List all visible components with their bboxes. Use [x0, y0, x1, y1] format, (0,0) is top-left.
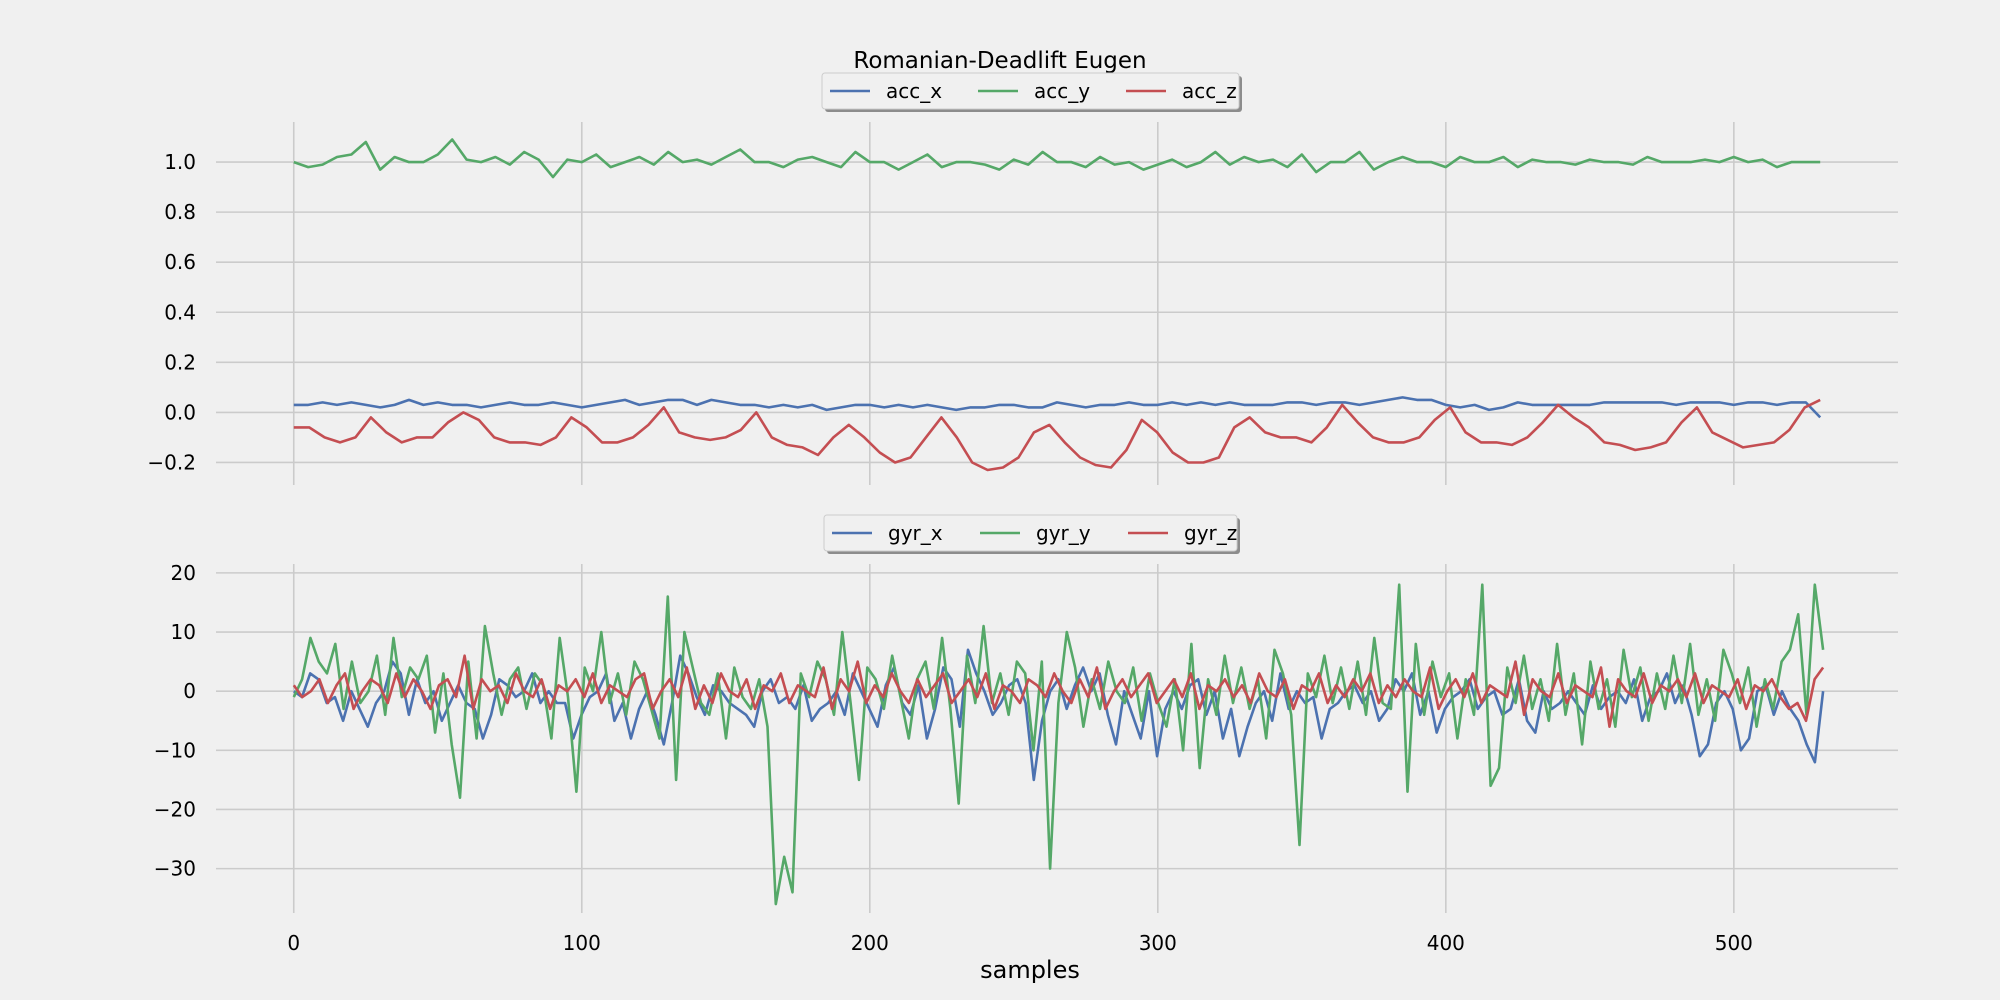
legend-label-gyr_y: gyr_y	[1036, 521, 1091, 545]
y-tick-label: −30	[154, 857, 196, 881]
y-tick-label: 0.0	[164, 400, 196, 424]
chart-title: Romanian-Deadlift Eugen	[853, 48, 1146, 74]
legend-box	[823, 514, 1238, 552]
y-tick-label: 0.8	[164, 200, 196, 224]
x-tick-label: 300	[1139, 931, 1177, 955]
x-tick-label: 0	[287, 931, 300, 955]
legend-label-gyr_x: gyr_x	[888, 521, 943, 545]
y-tick-label: 10	[171, 620, 196, 644]
legend-box	[821, 72, 1240, 110]
series-line-acc_x	[293, 396, 1822, 419]
acc-panel: −0.2 0.0 0.2 0.4 0.6 0.8 1.0 acc_x acc_y acc_z	[147, 72, 1898, 485]
x-tick-label: 500	[1715, 931, 1753, 955]
y-tick-label: 0	[183, 679, 196, 703]
legend: gyr_x gyr_y gyr_z	[823, 514, 1240, 554]
y-tick-label: 0.2	[164, 350, 196, 374]
y-tick-label: −0.2	[147, 450, 196, 474]
x-tick-label: 400	[1427, 931, 1465, 955]
x-axis-label: samples	[980, 956, 1080, 984]
y-tick-label: −20	[154, 797, 196, 821]
legend: acc_x acc_y acc_z	[821, 72, 1242, 112]
y-tick-label: 0.4	[164, 300, 196, 324]
y-tick-label: 1.0	[164, 150, 196, 174]
y-tick-label: 20	[171, 561, 196, 585]
series-line-gyr_z	[292, 654, 1825, 729]
legend-label-acc_z: acc_z	[1182, 79, 1237, 103]
series-line-acc_z	[293, 398, 1821, 472]
legend-label-acc_x: acc_x	[886, 79, 942, 103]
x-tick-label: 100	[563, 931, 601, 955]
x-tick-label: 200	[851, 931, 889, 955]
y-tick-label: −10	[154, 738, 196, 762]
legend-label-gyr_z: gyr_z	[1184, 521, 1237, 545]
series-line-acc_y	[293, 138, 1821, 179]
y-tick-label: 0.6	[164, 250, 196, 274]
legend-label-acc_y: acc_y	[1034, 79, 1090, 103]
